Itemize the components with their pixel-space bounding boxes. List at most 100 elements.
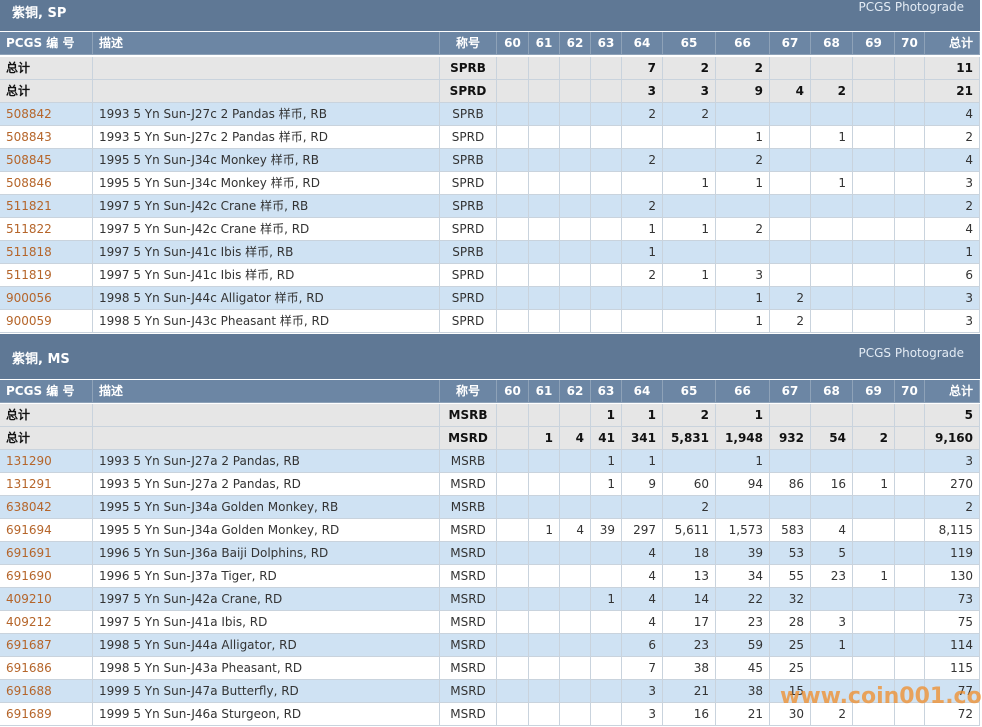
grade-count: 1 [716,450,770,473]
grade-count [497,680,529,703]
grade-count [591,80,622,103]
total-label: 总计 [0,57,93,80]
grade-count [591,57,622,80]
pcgs-number[interactable]: 508842 [0,103,93,126]
grade-count [560,496,591,519]
pcgs-number[interactable]: 691687 [0,634,93,657]
grade-count [529,680,560,703]
row-total: 5 [925,404,980,427]
pcgs-number[interactable]: 511821 [0,195,93,218]
grade-count: 53 [770,542,811,565]
column-header: 66 [716,380,770,403]
pcgs-number[interactable]: 691690 [0,565,93,588]
grade-count: 1 [591,404,622,427]
grade-count [895,473,925,496]
grade-count: 1 [529,519,560,542]
grade-count [663,450,716,473]
designation: MSRD [440,611,497,634]
grade-count: 5,611 [663,519,716,542]
designation: MSRD [440,427,497,450]
grade-count: 16 [811,473,853,496]
pcgs-number[interactable]: 691691 [0,542,93,565]
grade-count: 6 [622,634,663,657]
grade-count: 1 [716,310,770,333]
grade-count [663,126,716,149]
pcgs-number[interactable]: 900059 [0,310,93,333]
grade-count [811,588,853,611]
description [93,427,440,450]
grade-count [560,310,591,333]
grade-count [770,149,811,172]
pcgs-number[interactable]: 691688 [0,680,93,703]
grade-count [853,542,895,565]
row-total: 119 [925,542,980,565]
grade-count: 59 [716,634,770,657]
description: 1995 5 Yn Sun-J34c Monkey 样币, RD [93,172,440,195]
grade-count [895,126,925,149]
pcgs-number[interactable]: 900056 [0,287,93,310]
grade-count [853,126,895,149]
grade-count: 28 [770,611,811,634]
grade-count [663,241,716,264]
column-header: 62 [560,32,591,55]
watermark: www.coin001.com [780,684,982,709]
grade-count: 3 [622,80,663,103]
column-header: 称号 [440,380,497,403]
grade-count [497,241,529,264]
pcgs-number[interactable]: 409212 [0,611,93,634]
pcgs-number[interactable]: 131291 [0,473,93,496]
pcgs-number[interactable]: 691689 [0,703,93,726]
designation: SPRD [440,126,497,149]
grade-count [560,218,591,241]
pcgs-number[interactable]: 508843 [0,126,93,149]
grade-count [560,404,591,427]
photograde-link[interactable]: PCGS Photograde [858,346,964,360]
designation: SPRD [440,218,497,241]
grade-count [895,218,925,241]
pcgs-number[interactable]: 511818 [0,241,93,264]
section-header: 紫铜, SP PCGS Photograde [0,0,980,31]
row-total: 6 [925,264,980,287]
grade-count [853,450,895,473]
pcgs-number[interactable]: 638042 [0,496,93,519]
pcgs-number[interactable]: 511822 [0,218,93,241]
grade-count [895,657,925,680]
grade-count [716,103,770,126]
row-total: 270 [925,473,980,496]
grade-count [560,680,591,703]
designation: SPRD [440,80,497,103]
grade-count [529,703,560,726]
grade-count: 39 [716,542,770,565]
pcgs-number[interactable]: 511819 [0,264,93,287]
description: 1998 5 Yn Sun-J44c Alligator 样币, RD [93,287,440,310]
pcgs-number[interactable]: 508846 [0,172,93,195]
pcgs-number[interactable]: 691686 [0,657,93,680]
description: 1993 5 Yn Sun-J27a 2 Pandas, RB [93,450,440,473]
grade-count [560,126,591,149]
designation: MSRD [440,657,497,680]
grade-count [560,634,591,657]
grade-count [497,611,529,634]
total-label: 总计 [0,427,93,450]
grade-count: 14 [663,588,716,611]
grade-count: 45 [716,657,770,680]
photograde-link[interactable]: PCGS Photograde [858,0,964,14]
designation: MSRD [440,680,497,703]
grade-count: 5 [811,542,853,565]
grade-count [497,542,529,565]
pcgs-number[interactable]: 508845 [0,149,93,172]
grade-count [853,404,895,427]
description: 1996 5 Yn Sun-J36a Baiji Dolphins, RD [93,542,440,565]
description: 1997 5 Yn Sun-J41a Ibis, RD [93,611,440,634]
grade-count: 4 [770,80,811,103]
grade-count: 4 [560,427,591,450]
pcgs-number[interactable]: 409210 [0,588,93,611]
grade-count [811,264,853,287]
grade-count: 1 [716,172,770,195]
pcgs-number[interactable]: 691694 [0,519,93,542]
grade-count [895,195,925,218]
grade-count [560,103,591,126]
pcgs-number[interactable]: 131290 [0,450,93,473]
grade-count: 2 [716,149,770,172]
description [93,80,440,103]
